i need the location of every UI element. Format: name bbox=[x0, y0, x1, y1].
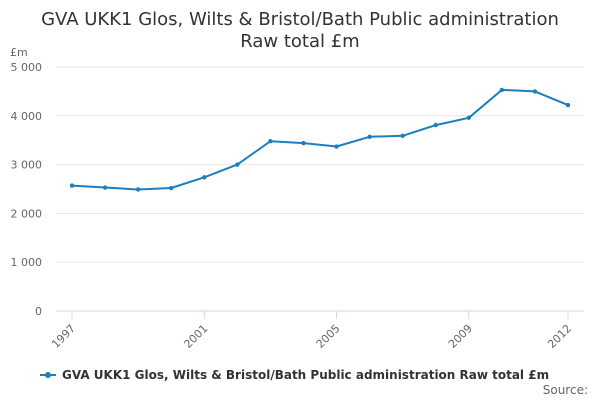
chart-title-line-1: GVA UKK1 Glos, Wilts & Bristol/Bath Publ… bbox=[41, 9, 559, 30]
x-tick-label: 2009 bbox=[446, 322, 475, 351]
source-label: Source: bbox=[543, 383, 588, 397]
x-axis-ticks: 1997 2001 2005 2009 2012 bbox=[49, 311, 574, 351]
data-point-2006[interactable] bbox=[367, 134, 372, 139]
data-point-2002[interactable] bbox=[235, 162, 240, 167]
series-group bbox=[69, 87, 571, 192]
data-point-2005[interactable] bbox=[334, 144, 339, 149]
chart-title-line-2: Raw total £m bbox=[240, 31, 359, 52]
data-point-2009[interactable] bbox=[466, 115, 471, 120]
legend-series-marker-icon bbox=[45, 372, 51, 378]
y-tick-label: 4 000 bbox=[11, 110, 43, 123]
x-tick-label: 1997 bbox=[49, 322, 78, 351]
y-tick-label: 2 000 bbox=[11, 207, 43, 220]
legend-series-label[interactable]: GVA UKK1 Glos, Wilts & Bristol/Bath Publ… bbox=[62, 368, 549, 382]
data-point-2007[interactable] bbox=[400, 133, 405, 139]
y-tick-label: 5 000 bbox=[11, 61, 43, 74]
gridlines bbox=[56, 66, 584, 263]
series-line bbox=[71, 88, 569, 191]
x-tick-label: 2005 bbox=[314, 322, 343, 351]
y-tick-label: 1 000 bbox=[11, 256, 43, 269]
x-tick-label: 2001 bbox=[181, 322, 210, 351]
data-point-2012[interactable] bbox=[565, 102, 571, 108]
legend[interactable]: GVA UKK1 Glos, Wilts & Bristol/Bath Publ… bbox=[40, 368, 549, 382]
y-tick-label: 0 bbox=[35, 305, 42, 318]
data-point-2004[interactable] bbox=[301, 140, 306, 146]
data-point-2003[interactable] bbox=[268, 138, 273, 144]
data-point-2001[interactable] bbox=[202, 175, 207, 180]
y-axis-tick-labels: 0 1 000 2 000 3 000 4 000 5 000 bbox=[11, 61, 43, 318]
x-tick-label: 2012 bbox=[545, 322, 574, 351]
data-point-2000[interactable] bbox=[169, 185, 174, 191]
data-point-1997[interactable] bbox=[69, 183, 75, 188]
data-point-2011[interactable] bbox=[532, 89, 538, 94]
y-axis-unit-label: £m bbox=[10, 46, 28, 59]
data-point-1998[interactable] bbox=[102, 185, 108, 190]
data-point-2008[interactable] bbox=[433, 122, 438, 128]
data-point-1999[interactable] bbox=[135, 187, 141, 192]
data-point-2010[interactable] bbox=[499, 87, 505, 93]
y-tick-label: 3 000 bbox=[11, 159, 43, 172]
